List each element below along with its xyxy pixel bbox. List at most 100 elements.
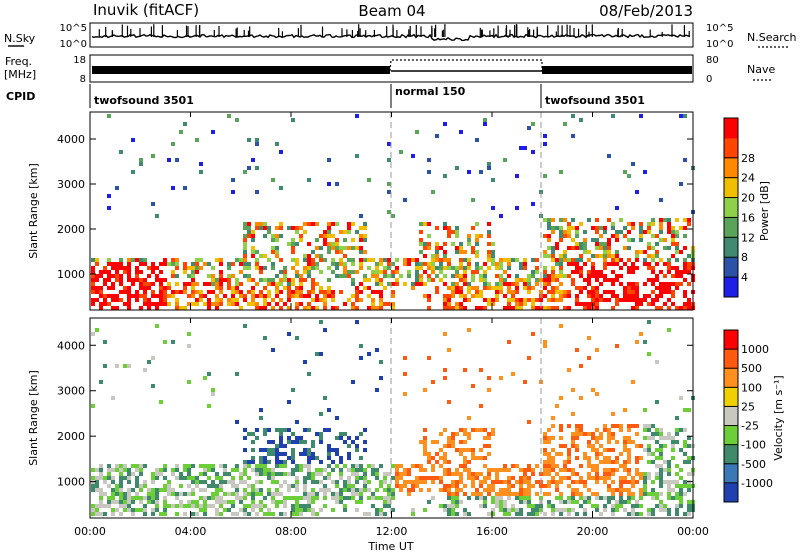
colorbar-block bbox=[724, 406, 738, 427]
scatter-cell bbox=[535, 480, 539, 484]
colorbar-frame bbox=[723, 329, 739, 503]
scatter-cell bbox=[619, 230, 623, 234]
scatter-cell bbox=[103, 492, 107, 496]
scatter-cell bbox=[531, 504, 535, 508]
noise-right-tick-bottom: 10^0 bbox=[706, 39, 733, 50]
scatter-cell bbox=[291, 250, 295, 254]
scatter-cell bbox=[603, 428, 607, 432]
scatter-cell bbox=[519, 306, 523, 310]
scatter-cell bbox=[655, 294, 659, 298]
scatter-cell bbox=[195, 262, 199, 266]
scatter-cell bbox=[331, 258, 335, 262]
scatter-cell bbox=[127, 298, 131, 302]
scatter-cell bbox=[539, 504, 543, 508]
scatter-cell bbox=[367, 464, 371, 468]
scatter-cell bbox=[219, 258, 223, 262]
scatter-cell bbox=[659, 492, 663, 496]
scatter-cell bbox=[199, 488, 203, 492]
scatter-cell bbox=[611, 258, 615, 262]
scatter-cell bbox=[139, 500, 143, 504]
scatter-cell bbox=[295, 500, 299, 504]
scatter-cell bbox=[159, 298, 163, 302]
scatter-cell bbox=[687, 266, 691, 270]
scatter-cell bbox=[431, 266, 435, 270]
scatter-cell bbox=[479, 306, 483, 310]
scatter-cell bbox=[95, 328, 99, 332]
scatter-cell bbox=[559, 266, 563, 270]
scatter-cell bbox=[375, 274, 379, 278]
scatter-cell bbox=[383, 286, 387, 290]
scatter-cell bbox=[595, 218, 599, 222]
scatter-cell bbox=[555, 488, 559, 492]
scatter-cell bbox=[467, 258, 471, 262]
scatter-cell bbox=[687, 508, 691, 512]
scatter-cell bbox=[347, 480, 351, 484]
scatter-cell bbox=[243, 258, 247, 262]
scatter-cell bbox=[683, 452, 687, 456]
scatter-cell bbox=[295, 274, 299, 278]
scatter-cell bbox=[167, 158, 171, 162]
scatter-cell bbox=[223, 294, 227, 298]
scatter-cell bbox=[643, 294, 647, 298]
scatter-cell bbox=[651, 452, 655, 456]
scatter-cell bbox=[135, 496, 139, 500]
scatter-cell bbox=[95, 290, 99, 294]
scatter-cell bbox=[383, 488, 387, 492]
scatter-cell bbox=[495, 476, 499, 480]
scatter-cell bbox=[471, 286, 475, 290]
scatter-cell bbox=[211, 484, 215, 488]
scatter-cell bbox=[291, 242, 295, 246]
scatter-cell bbox=[363, 286, 367, 290]
scatter-cell bbox=[247, 222, 251, 226]
scatter-cell bbox=[491, 298, 495, 302]
scatter-cell bbox=[351, 238, 355, 242]
scatter-cell bbox=[655, 298, 659, 302]
scatter-cell bbox=[231, 512, 235, 516]
scatter-cell bbox=[503, 492, 507, 496]
scatter-cell bbox=[579, 290, 583, 294]
scatter-cell bbox=[335, 182, 339, 186]
scatter-cell bbox=[259, 278, 263, 282]
scatter-cell bbox=[479, 290, 483, 294]
scatter-cell bbox=[631, 480, 635, 484]
scatter-cell bbox=[483, 436, 487, 440]
scatter-cell bbox=[463, 464, 467, 468]
scatter-cell bbox=[519, 262, 523, 266]
scatter-cell bbox=[667, 286, 671, 290]
scatter-cell bbox=[215, 496, 219, 500]
scatter-cell bbox=[623, 294, 627, 298]
scatter-cell bbox=[163, 340, 167, 344]
scatter-cell bbox=[363, 472, 367, 476]
scatter-cell bbox=[647, 436, 651, 440]
scatter-cell bbox=[463, 274, 467, 278]
scatter-cell bbox=[235, 468, 239, 472]
scatter-cell bbox=[543, 250, 547, 254]
scatter-cell bbox=[255, 472, 259, 476]
scatter-cell bbox=[659, 468, 663, 472]
scatter-cell bbox=[295, 286, 299, 290]
scatter-cell bbox=[551, 464, 555, 468]
scatter-cell bbox=[615, 424, 619, 428]
scatter-cell bbox=[467, 436, 471, 440]
scatter-cell bbox=[575, 294, 579, 298]
scatter-cell bbox=[667, 460, 671, 464]
scatter-cell bbox=[647, 452, 651, 456]
scatter-cell bbox=[371, 270, 375, 274]
scatter-cell bbox=[547, 306, 551, 310]
scatter-cell bbox=[147, 500, 151, 504]
scatter-cell bbox=[123, 492, 127, 496]
y-tick-label: 2000 bbox=[57, 430, 85, 443]
scatter-cell bbox=[99, 488, 103, 492]
scatter-cell bbox=[95, 484, 99, 488]
scatter-cell bbox=[267, 460, 271, 464]
scatter-cell bbox=[639, 496, 643, 500]
scatter-cell bbox=[191, 488, 195, 492]
scatter-cell bbox=[103, 476, 107, 480]
scatter-cell bbox=[387, 496, 391, 500]
scatter-cell bbox=[291, 432, 295, 436]
scatter-cell bbox=[439, 270, 443, 274]
scatter-cell bbox=[475, 306, 479, 310]
scatter-cell bbox=[559, 324, 563, 328]
scatter-cell bbox=[667, 464, 671, 468]
scatter-cell bbox=[659, 480, 663, 484]
